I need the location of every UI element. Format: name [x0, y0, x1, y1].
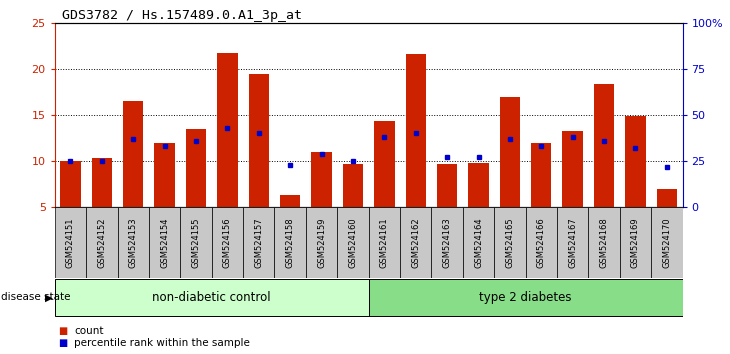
Text: GSM524157: GSM524157	[254, 217, 264, 268]
Bar	[369, 207, 400, 278]
Bar	[337, 207, 369, 278]
Text: GSM524153: GSM524153	[128, 217, 138, 268]
Bar	[55, 207, 86, 278]
Bar	[557, 207, 588, 278]
Text: GSM524152: GSM524152	[97, 217, 107, 268]
Text: disease state: disease state	[1, 292, 70, 302]
Bar	[437, 164, 457, 207]
Text: GSM524159: GSM524159	[317, 217, 326, 268]
Text: ■: ■	[58, 338, 68, 348]
Text: GSM524163: GSM524163	[442, 217, 452, 268]
Bar	[218, 53, 237, 207]
Bar	[180, 207, 212, 278]
Text: non-diabetic control: non-diabetic control	[153, 291, 271, 304]
Bar	[86, 207, 118, 278]
Bar	[274, 207, 306, 278]
Bar	[374, 121, 394, 207]
Bar	[469, 163, 488, 207]
Bar	[343, 164, 363, 207]
Bar	[369, 279, 683, 316]
Text: ▶: ▶	[45, 292, 53, 302]
Bar	[494, 207, 526, 278]
Text: GSM524158: GSM524158	[285, 217, 295, 268]
Bar	[657, 189, 677, 207]
Bar	[620, 207, 651, 278]
Bar	[123, 101, 143, 207]
Text: GDS3782 / Hs.157489.0.A1_3p_at: GDS3782 / Hs.157489.0.A1_3p_at	[62, 9, 302, 22]
Bar	[149, 207, 180, 278]
Text: GSM524155: GSM524155	[191, 217, 201, 268]
Bar	[249, 74, 269, 207]
Bar	[594, 84, 614, 207]
Bar	[92, 158, 112, 207]
Bar	[212, 207, 243, 278]
Bar	[588, 207, 620, 278]
Bar	[531, 143, 551, 207]
Text: GSM524161: GSM524161	[380, 217, 389, 268]
Text: type 2 diabetes: type 2 diabetes	[480, 291, 572, 304]
Text: GSM524160: GSM524160	[348, 217, 358, 268]
Text: GSM524154: GSM524154	[160, 217, 169, 268]
Bar	[312, 152, 331, 207]
Text: GSM524165: GSM524165	[505, 217, 515, 268]
Text: GSM524166: GSM524166	[537, 217, 546, 268]
Text: GSM524156: GSM524156	[223, 217, 232, 268]
Bar	[406, 54, 426, 207]
Bar	[463, 207, 494, 278]
Text: GSM524162: GSM524162	[411, 217, 420, 268]
Bar	[118, 207, 149, 278]
Bar	[306, 207, 337, 278]
Bar	[55, 279, 369, 316]
Text: ■: ■	[58, 326, 68, 336]
Text: GSM524169: GSM524169	[631, 217, 640, 268]
Text: GSM524170: GSM524170	[662, 217, 672, 268]
Bar	[563, 131, 583, 207]
Text: GSM524151: GSM524151	[66, 217, 75, 268]
Bar	[526, 207, 557, 278]
Text: GSM524168: GSM524168	[599, 217, 609, 268]
Bar	[626, 116, 645, 207]
Text: GSM524167: GSM524167	[568, 217, 577, 268]
Bar	[186, 129, 206, 207]
Bar	[400, 207, 431, 278]
Bar	[431, 207, 463, 278]
Bar	[155, 143, 174, 207]
Bar	[651, 207, 683, 278]
Bar	[500, 97, 520, 207]
Text: count: count	[74, 326, 104, 336]
Bar	[280, 195, 300, 207]
Text: GSM524164: GSM524164	[474, 217, 483, 268]
Text: percentile rank within the sample: percentile rank within the sample	[74, 338, 250, 348]
Bar	[61, 161, 80, 207]
Bar	[243, 207, 274, 278]
